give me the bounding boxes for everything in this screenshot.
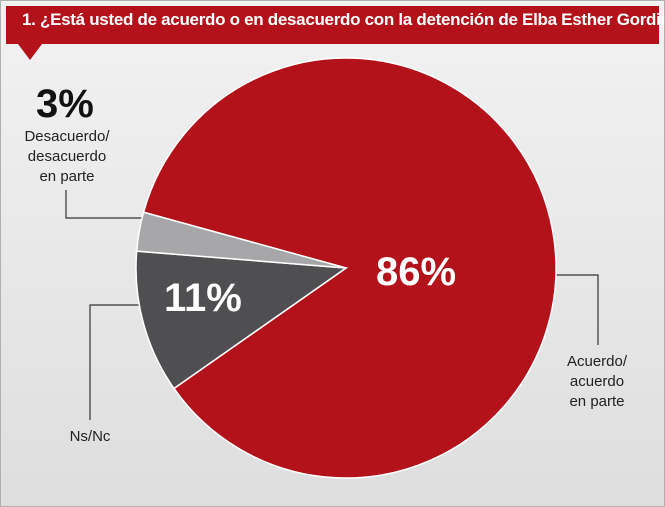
pie-slice: [135, 211, 347, 269]
leader-lines: [65, 190, 599, 420]
slice-label: Ns/Nc: [69, 428, 111, 445]
value-label: 3%: [36, 82, 94, 126]
pie-slice: [135, 250, 349, 390]
slice-label: Acuerdo/ acuerdo en parte: [566, 353, 628, 410]
title-bar: [6, 6, 659, 44]
slice-label: Desacuerdo/ desacuerdo en parte: [24, 128, 110, 185]
pie-slice: [142, 57, 557, 479]
value-label: 11%: [164, 276, 242, 320]
chart-title: 1. ¿Está usted de acuerdo o en desacuerd…: [22, 10, 665, 29]
title-pointer: [18, 44, 42, 60]
value-label: 86%: [376, 250, 457, 294]
pie: [135, 57, 557, 479]
